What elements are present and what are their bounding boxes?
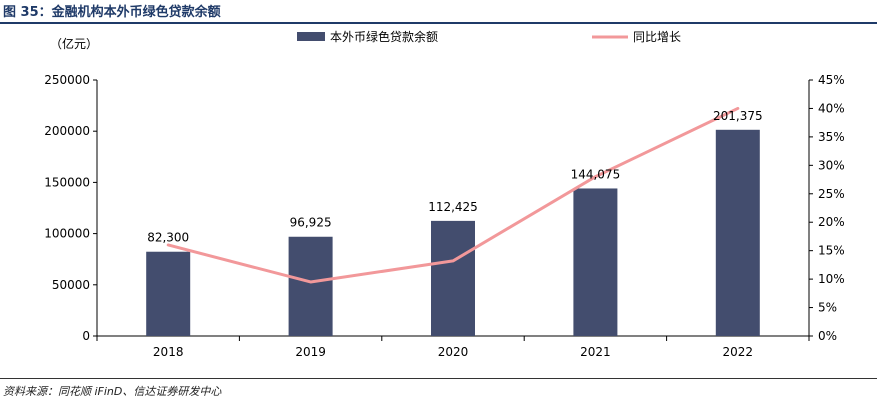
bar bbox=[431, 220, 475, 336]
y-right-tick-label: 40% bbox=[818, 101, 845, 115]
y-right-tick-label: 35% bbox=[818, 130, 845, 144]
x-tick-label: 2018 bbox=[153, 345, 184, 359]
bar bbox=[288, 236, 333, 336]
x-tick-label: 2021 bbox=[580, 345, 611, 359]
y-right-tick-label: 45% bbox=[818, 73, 845, 87]
y-right-tick-label: 30% bbox=[818, 158, 845, 172]
y-left-tick-label: 200000 bbox=[44, 124, 90, 138]
bar bbox=[715, 129, 760, 336]
y-right-tick-label: 25% bbox=[818, 187, 845, 201]
growth-line bbox=[166, 106, 740, 284]
title-bar bbox=[0, 0, 877, 24]
x-tick-label: 2022 bbox=[723, 345, 754, 359]
source-divider bbox=[0, 378, 877, 379]
y-left-tick-label: 100000 bbox=[44, 227, 90, 241]
x-tick-label: 2020 bbox=[438, 345, 469, 359]
y-right-tick-label: 20% bbox=[818, 215, 845, 229]
y-right-tick-label: 10% bbox=[818, 272, 845, 286]
y-left-tick-label: 50000 bbox=[52, 278, 90, 292]
bar-value-label: 112,425 bbox=[428, 200, 478, 214]
y-left-tick-label: 150000 bbox=[44, 175, 90, 189]
source-note: 资料来源：同花顺 iFinD、信达证券研发中心 bbox=[3, 385, 222, 398]
bar-value-label: 201,375 bbox=[713, 109, 763, 123]
bar bbox=[146, 251, 191, 336]
data-labels: 82,300 96,925 112,425 144,075 201,375 bbox=[147, 109, 762, 245]
bar-value-label: 96,925 bbox=[290, 216, 332, 230]
legend-label-bar: 本外币绿色贷款余额 bbox=[330, 29, 438, 44]
bar-value-label: 82,300 bbox=[147, 231, 189, 245]
y-left-tick-label: 250000 bbox=[44, 73, 90, 87]
legend: 本外币绿色贷款余额 同比增长 bbox=[297, 29, 681, 44]
figure-title: 图 35：金融机构本外币绿色贷款余额 bbox=[3, 5, 221, 20]
y-right-tick-label: 0% bbox=[818, 329, 837, 343]
bar bbox=[573, 188, 618, 336]
bar-value-label: 144,075 bbox=[571, 167, 621, 181]
y-right-tick-label: 5% bbox=[818, 301, 837, 315]
x-tick-label: 2019 bbox=[295, 345, 326, 359]
y-left-tick-label: 0 bbox=[82, 329, 90, 343]
legend-swatch-bar bbox=[297, 32, 325, 41]
unit-label: （亿元） bbox=[50, 36, 98, 51]
axes: 0 50000 100000 150000 200000 250000 0% 5% 10% 15%… bbox=[44, 73, 844, 359]
legend-label-line: 同比增长 bbox=[633, 30, 681, 44]
bars bbox=[146, 129, 760, 336]
chart: （亿元） 本外币绿色贷款余额 同比增长 0 50000 100000 150000 20… bbox=[44, 29, 844, 359]
y-right-tick-label: 15% bbox=[818, 244, 845, 258]
